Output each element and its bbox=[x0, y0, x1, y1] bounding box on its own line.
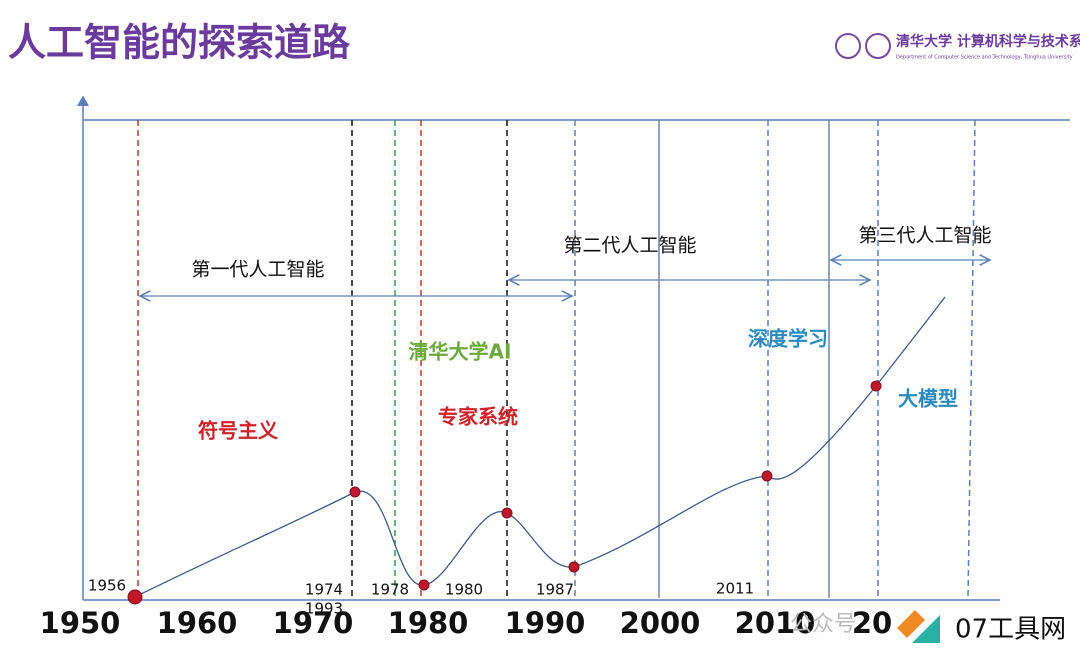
frame bbox=[77, 95, 1070, 601]
phase-label: 大模型 bbox=[898, 387, 958, 411]
era-label: 第三代人工智能 bbox=[858, 225, 991, 247]
axis-label: 1960 bbox=[157, 606, 238, 640]
axis-label: 1950 bbox=[40, 606, 121, 640]
phase-label: 符号主义 bbox=[198, 419, 278, 443]
era-label: 第二代人工智能 bbox=[563, 235, 696, 257]
axis-label: 2000 bbox=[620, 606, 701, 640]
axis-label: 1970 bbox=[273, 606, 354, 640]
watermark-faded: 公众号 bbox=[790, 612, 856, 637]
axis-label: 2010 bbox=[735, 606, 816, 640]
axis-label: 20 bbox=[852, 606, 892, 640]
phase-label: 专家系统 bbox=[438, 405, 518, 429]
phase-label: 清华大学AI bbox=[409, 340, 512, 364]
watermark-logo bbox=[897, 610, 925, 638]
logo-text: 清华大学 计算机科学与技术系 bbox=[896, 33, 1080, 50]
year-label: 1993 bbox=[305, 600, 343, 618]
logo-sub: Department of Computer Science and Techn… bbox=[896, 55, 1073, 61]
curve-points bbox=[127, 380, 882, 605]
era-arrows bbox=[140, 260, 990, 296]
watermark-bg bbox=[948, 606, 1080, 652]
title: 人工智能的探索道路 bbox=[8, 21, 351, 65]
watermark-brand: 07工具网 bbox=[955, 615, 1066, 645]
phase-label: 深度学习 bbox=[748, 327, 828, 351]
axis-label: 1990 bbox=[505, 606, 586, 640]
logo-icon bbox=[865, 33, 891, 59]
year-label: 2011 bbox=[716, 580, 754, 598]
year-label: 1987 bbox=[536, 581, 574, 599]
year-label: 1978 bbox=[371, 581, 409, 599]
watermark-logo bbox=[912, 615, 940, 643]
year-label: 1974 bbox=[305, 581, 343, 599]
axis-label: 1980 bbox=[388, 606, 469, 640]
year-label: 1956 bbox=[88, 577, 126, 595]
year-label: 1980 bbox=[445, 581, 483, 599]
vertical-lines bbox=[137, 119, 976, 599]
era-label: 第一代人工智能 bbox=[191, 259, 324, 281]
logo-icon bbox=[835, 33, 861, 59]
